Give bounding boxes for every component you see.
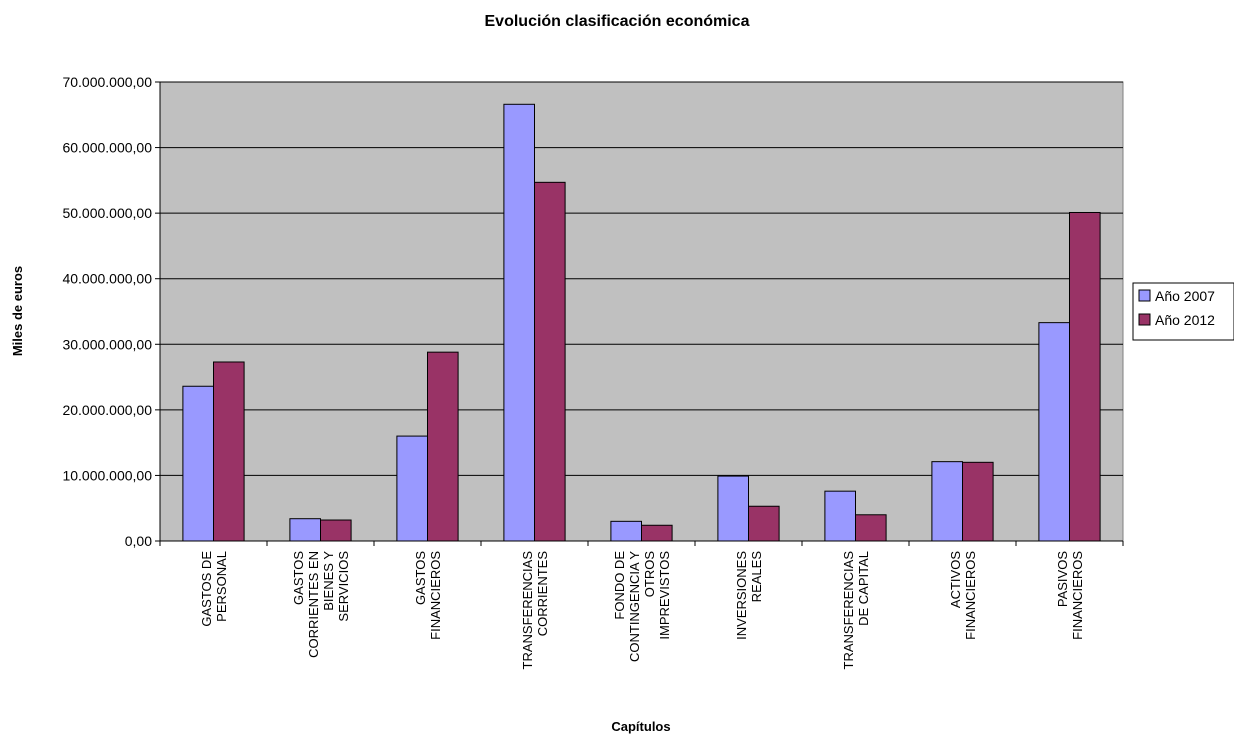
- y-tick-label: 60.000.000,00: [62, 140, 152, 156]
- bar: [503, 103, 536, 542]
- x-axis: GASTOS DEPERSONAL GASTOSCORRIENTES ENBIEN…: [159, 540, 1124, 670]
- y-tick-label: 0,00: [125, 533, 152, 549]
- y-tick-label: 30.000.000,00: [62, 336, 152, 352]
- x-tick-label: INVERSIONESREALES: [734, 551, 764, 640]
- bar: [962, 461, 994, 542]
- bar: [931, 461, 964, 542]
- x-tick-label: GASTOSFINANCIEROS: [413, 551, 443, 640]
- x-tick-label: FONDO DECONTINGENCIA YOTROSIMPREVISTOS: [612, 551, 672, 662]
- x-tick-label: TRANSFERENCIASCORRIENTES: [520, 551, 550, 670]
- x-axis-title: Capítulos: [611, 719, 670, 734]
- x-tick-label: PASIVOSFINANCIEROS: [1055, 551, 1085, 640]
- bar: [1038, 322, 1070, 542]
- legend-label: Año 2007: [1155, 288, 1215, 304]
- legend: Año 2007 Año 2012: [1132, 282, 1234, 341]
- bar: [213, 361, 245, 542]
- y-tick-label: 70.000.000,00: [62, 74, 152, 90]
- bar: [717, 475, 750, 542]
- bar: [396, 435, 429, 542]
- legend-label: Año 2012: [1155, 312, 1215, 328]
- y-axis: 0,00 10.000.000,00 20.000.000,00 30.000.000…: [62, 74, 161, 549]
- bar: [610, 520, 643, 542]
- legend-swatch: [1138, 313, 1151, 326]
- bar: [855, 514, 887, 542]
- x-tick-label: ACTIVOSFINANCIEROS: [948, 551, 978, 640]
- bar: [289, 518, 322, 542]
- bar: [320, 519, 352, 542]
- bar: [641, 524, 673, 542]
- bar: [427, 351, 459, 542]
- legend-swatch: [1138, 289, 1151, 302]
- y-axis-title: Miles de euros: [10, 266, 25, 356]
- bar: [182, 385, 214, 542]
- chart-title: Evolución clasificación económica: [485, 13, 750, 30]
- bar: [534, 181, 566, 542]
- y-tick-label: 50.000.000,00: [62, 205, 152, 221]
- bar: [1069, 211, 1101, 542]
- x-tick-label: GASTOSCORRIENTES ENBIENES YSERVICIOS: [291, 551, 351, 658]
- y-tick-label: 40.000.000,00: [62, 271, 152, 287]
- bar: [748, 505, 780, 542]
- x-tick-label: TRANSFERENCIASDE CAPITAL: [841, 551, 871, 670]
- x-tick-label: GASTOS DEPERSONAL: [199, 551, 229, 627]
- y-tick-label: 20.000.000,00: [62, 402, 152, 418]
- y-tick-label: 10.000.000,00: [62, 467, 152, 483]
- bar: [824, 490, 857, 542]
